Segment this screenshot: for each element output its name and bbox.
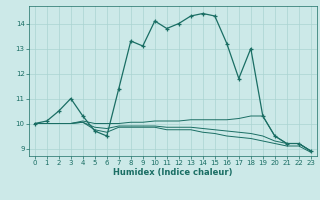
X-axis label: Humidex (Indice chaleur): Humidex (Indice chaleur) [113,168,233,177]
